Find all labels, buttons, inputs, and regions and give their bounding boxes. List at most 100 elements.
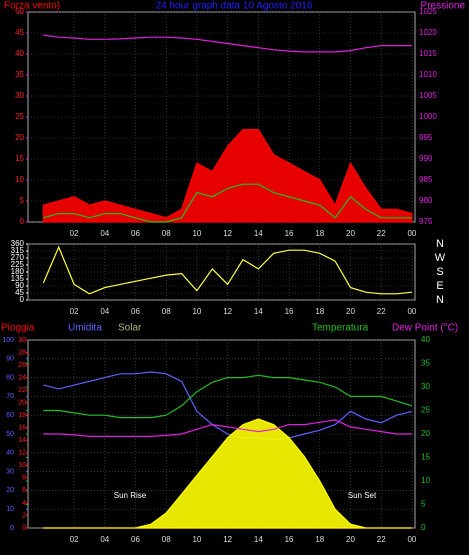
legend-label: Pressione xyxy=(421,1,466,12)
x-tick-label: 00 xyxy=(407,229,416,238)
y-tick-label: 50 xyxy=(6,431,14,438)
y2-tick-label: 1000 xyxy=(419,112,437,121)
x-tick-label: 20 xyxy=(346,307,355,316)
x-tick-label: 10 xyxy=(192,229,201,238)
legend-label: Solar xyxy=(118,323,142,334)
y2-tick-label: 990 xyxy=(419,154,433,163)
x-tick-label: 12 xyxy=(223,535,232,544)
y2-tick-label: E xyxy=(436,280,443,292)
line xyxy=(43,34,412,53)
y3-tick-label: 0 xyxy=(22,525,26,532)
y3-tick-label: 20 xyxy=(18,400,26,407)
legend-label: Umidita xyxy=(68,323,102,334)
y-tick-label: 50 xyxy=(15,7,24,16)
y2-tick-label: 980 xyxy=(419,196,433,205)
y3-tick-label: 4 xyxy=(22,500,26,507)
y-tick-label: 45 xyxy=(15,288,24,297)
y2-tick-label: 40 xyxy=(421,335,430,344)
y2-tick-label: 10 xyxy=(421,476,430,485)
x-tick-label: 18 xyxy=(315,307,324,316)
x-tick-label: 22 xyxy=(377,307,386,316)
y-tick-label: 60 xyxy=(6,412,14,419)
y2-tick-label: 20 xyxy=(421,429,430,438)
y3-tick-label: 30 xyxy=(18,337,26,344)
y2-tick-label: W xyxy=(435,252,446,264)
y3-tick-label: 18 xyxy=(18,412,26,419)
y3-tick-label: 14 xyxy=(18,437,26,444)
x-tick-label: 12 xyxy=(223,307,232,316)
y2-tick-label: 15 xyxy=(421,453,430,462)
legend-label: Temperatura xyxy=(312,323,369,334)
line xyxy=(43,419,412,437)
y-tick-label: 90 xyxy=(15,281,24,290)
y-tick-label: 360 xyxy=(11,239,25,248)
x-tick-label: 10 xyxy=(192,307,201,316)
annotation: Sun Set xyxy=(348,491,377,500)
y-tick-label: 180 xyxy=(11,267,25,276)
y-tick-label: 225 xyxy=(11,260,25,269)
y3-tick-label: 28 xyxy=(18,349,26,356)
y2-tick-label: 35 xyxy=(421,359,430,368)
y3-tick-label: 8 xyxy=(22,475,26,482)
y-tick-label: 70 xyxy=(6,393,14,400)
x-tick-label: 20 xyxy=(346,535,355,544)
x-tick-label: 14 xyxy=(254,535,263,544)
x-tick-label: 16 xyxy=(285,535,294,544)
x-tick-label: 02 xyxy=(70,229,79,238)
y2-tick-label: S xyxy=(436,266,443,278)
y-tick-label: 30 xyxy=(15,91,24,100)
y2-tick-label: 1020 xyxy=(419,28,437,37)
y-tick-label: 40 xyxy=(6,450,14,457)
x-tick-label: 22 xyxy=(377,535,386,544)
x-tick-label: 04 xyxy=(100,229,109,238)
x-tick-label: 18 xyxy=(315,229,324,238)
y3-tick-label: 6 xyxy=(22,487,26,494)
y-tick-label: 30 xyxy=(6,468,14,475)
y-tick-label: 20 xyxy=(15,133,24,142)
x-tick-label: 10 xyxy=(192,535,201,544)
x-tick-label: 00 xyxy=(407,535,416,544)
line xyxy=(43,374,413,419)
y3-tick-label: 16 xyxy=(18,425,26,432)
y-tick-label: 35 xyxy=(15,70,24,79)
y3-tick-label: 22 xyxy=(18,387,26,394)
y-tick-label: 270 xyxy=(11,253,25,262)
y2-tick-label: 25 xyxy=(421,406,430,415)
y-tick-label: 80 xyxy=(6,374,14,381)
y-tick-label: 0 xyxy=(10,525,14,532)
x-tick-label: 06 xyxy=(131,229,140,238)
y2-tick-label: 5 xyxy=(421,500,426,509)
x-tick-label: 06 xyxy=(131,307,140,316)
x-tick-label: 18 xyxy=(315,535,324,544)
y-tick-label: 100 xyxy=(2,337,14,344)
x-tick-label: 02 xyxy=(70,307,79,316)
x-tick-label: 14 xyxy=(254,229,263,238)
line xyxy=(43,371,413,441)
y3-tick-label: 26 xyxy=(18,362,26,369)
line xyxy=(42,245,412,295)
y-tick-label: 25 xyxy=(15,112,24,121)
y3-tick-label: 12 xyxy=(18,450,26,457)
legend-label: Forza vento) xyxy=(4,1,60,12)
y3-tick-label: 10 xyxy=(18,462,26,469)
y2-tick-label: 1025 xyxy=(419,7,437,16)
y-tick-label: 10 xyxy=(15,175,24,184)
y-tick-label: 135 xyxy=(11,274,25,283)
y-tick-label: 315 xyxy=(11,246,25,255)
x-tick-label: 00 xyxy=(407,307,416,316)
y2-tick-label: N xyxy=(436,294,444,306)
y-tick-label: 5 xyxy=(20,196,25,205)
y3-tick-label: 2 xyxy=(22,512,26,519)
x-tick-label: 06 xyxy=(131,535,140,544)
y2-tick-label: 1005 xyxy=(419,91,437,100)
y-tick-label: 0 xyxy=(20,295,25,304)
chart-title: 24 hour graph data 10 Agosto 2016 xyxy=(156,1,313,12)
area xyxy=(42,129,413,223)
line xyxy=(43,183,412,223)
y2-tick-label: N xyxy=(436,238,444,250)
y-tick-label: 40 xyxy=(15,49,24,58)
x-tick-label: 04 xyxy=(100,535,109,544)
y2-tick-label: 1015 xyxy=(419,49,437,58)
y-tick-label: 20 xyxy=(6,487,14,494)
